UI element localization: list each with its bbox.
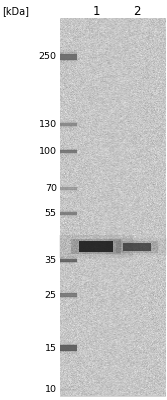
FancyBboxPatch shape [60, 258, 77, 262]
FancyBboxPatch shape [60, 187, 77, 190]
FancyBboxPatch shape [60, 293, 77, 297]
FancyBboxPatch shape [116, 240, 158, 252]
FancyBboxPatch shape [60, 212, 77, 215]
Text: 35: 35 [45, 256, 57, 265]
FancyBboxPatch shape [60, 153, 77, 154]
FancyBboxPatch shape [60, 352, 77, 354]
FancyBboxPatch shape [60, 126, 77, 127]
Text: 55: 55 [45, 209, 57, 218]
FancyBboxPatch shape [60, 186, 77, 187]
FancyBboxPatch shape [60, 18, 165, 396]
FancyBboxPatch shape [60, 296, 77, 298]
FancyBboxPatch shape [60, 54, 77, 60]
FancyBboxPatch shape [60, 291, 77, 293]
FancyBboxPatch shape [60, 154, 77, 156]
Text: 15: 15 [45, 344, 57, 352]
Text: 100: 100 [39, 147, 57, 156]
Text: 1: 1 [92, 5, 100, 18]
FancyBboxPatch shape [60, 211, 77, 212]
FancyBboxPatch shape [60, 258, 77, 259]
FancyBboxPatch shape [123, 242, 151, 250]
Text: 25: 25 [45, 291, 57, 300]
Text: 250: 250 [39, 52, 57, 61]
FancyBboxPatch shape [60, 123, 77, 126]
FancyBboxPatch shape [60, 210, 77, 211]
FancyBboxPatch shape [60, 122, 77, 124]
FancyBboxPatch shape [60, 52, 77, 55]
Text: [kDa]: [kDa] [2, 6, 29, 16]
FancyBboxPatch shape [60, 262, 77, 263]
FancyBboxPatch shape [60, 150, 77, 154]
FancyBboxPatch shape [60, 216, 77, 218]
FancyBboxPatch shape [60, 293, 77, 294]
FancyBboxPatch shape [60, 149, 77, 151]
FancyBboxPatch shape [79, 241, 113, 252]
FancyBboxPatch shape [60, 59, 77, 61]
FancyBboxPatch shape [60, 344, 77, 346]
FancyBboxPatch shape [60, 390, 77, 391]
FancyBboxPatch shape [60, 215, 77, 216]
Text: 2: 2 [133, 5, 141, 18]
FancyBboxPatch shape [60, 346, 77, 351]
FancyBboxPatch shape [60, 263, 77, 264]
FancyBboxPatch shape [60, 187, 77, 188]
FancyBboxPatch shape [60, 389, 77, 390]
FancyBboxPatch shape [60, 61, 77, 64]
FancyBboxPatch shape [60, 148, 77, 149]
FancyBboxPatch shape [60, 127, 77, 128]
Text: 70: 70 [45, 184, 57, 193]
FancyBboxPatch shape [60, 256, 77, 258]
FancyBboxPatch shape [60, 350, 77, 352]
FancyBboxPatch shape [106, 238, 167, 255]
Text: 10: 10 [45, 386, 57, 394]
FancyBboxPatch shape [71, 239, 121, 254]
FancyBboxPatch shape [60, 389, 77, 391]
FancyBboxPatch shape [60, 50, 77, 52]
FancyBboxPatch shape [60, 298, 77, 299]
FancyBboxPatch shape [59, 235, 133, 258]
FancyBboxPatch shape [60, 342, 77, 344]
Text: 130: 130 [39, 120, 57, 129]
FancyBboxPatch shape [60, 120, 77, 122]
FancyBboxPatch shape [60, 190, 77, 192]
